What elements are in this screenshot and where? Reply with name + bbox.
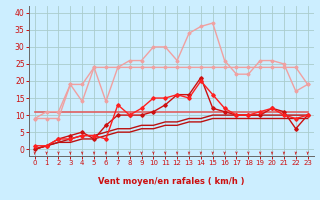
X-axis label: Vent moyen/en rafales ( km/h ): Vent moyen/en rafales ( km/h )	[98, 177, 244, 186]
